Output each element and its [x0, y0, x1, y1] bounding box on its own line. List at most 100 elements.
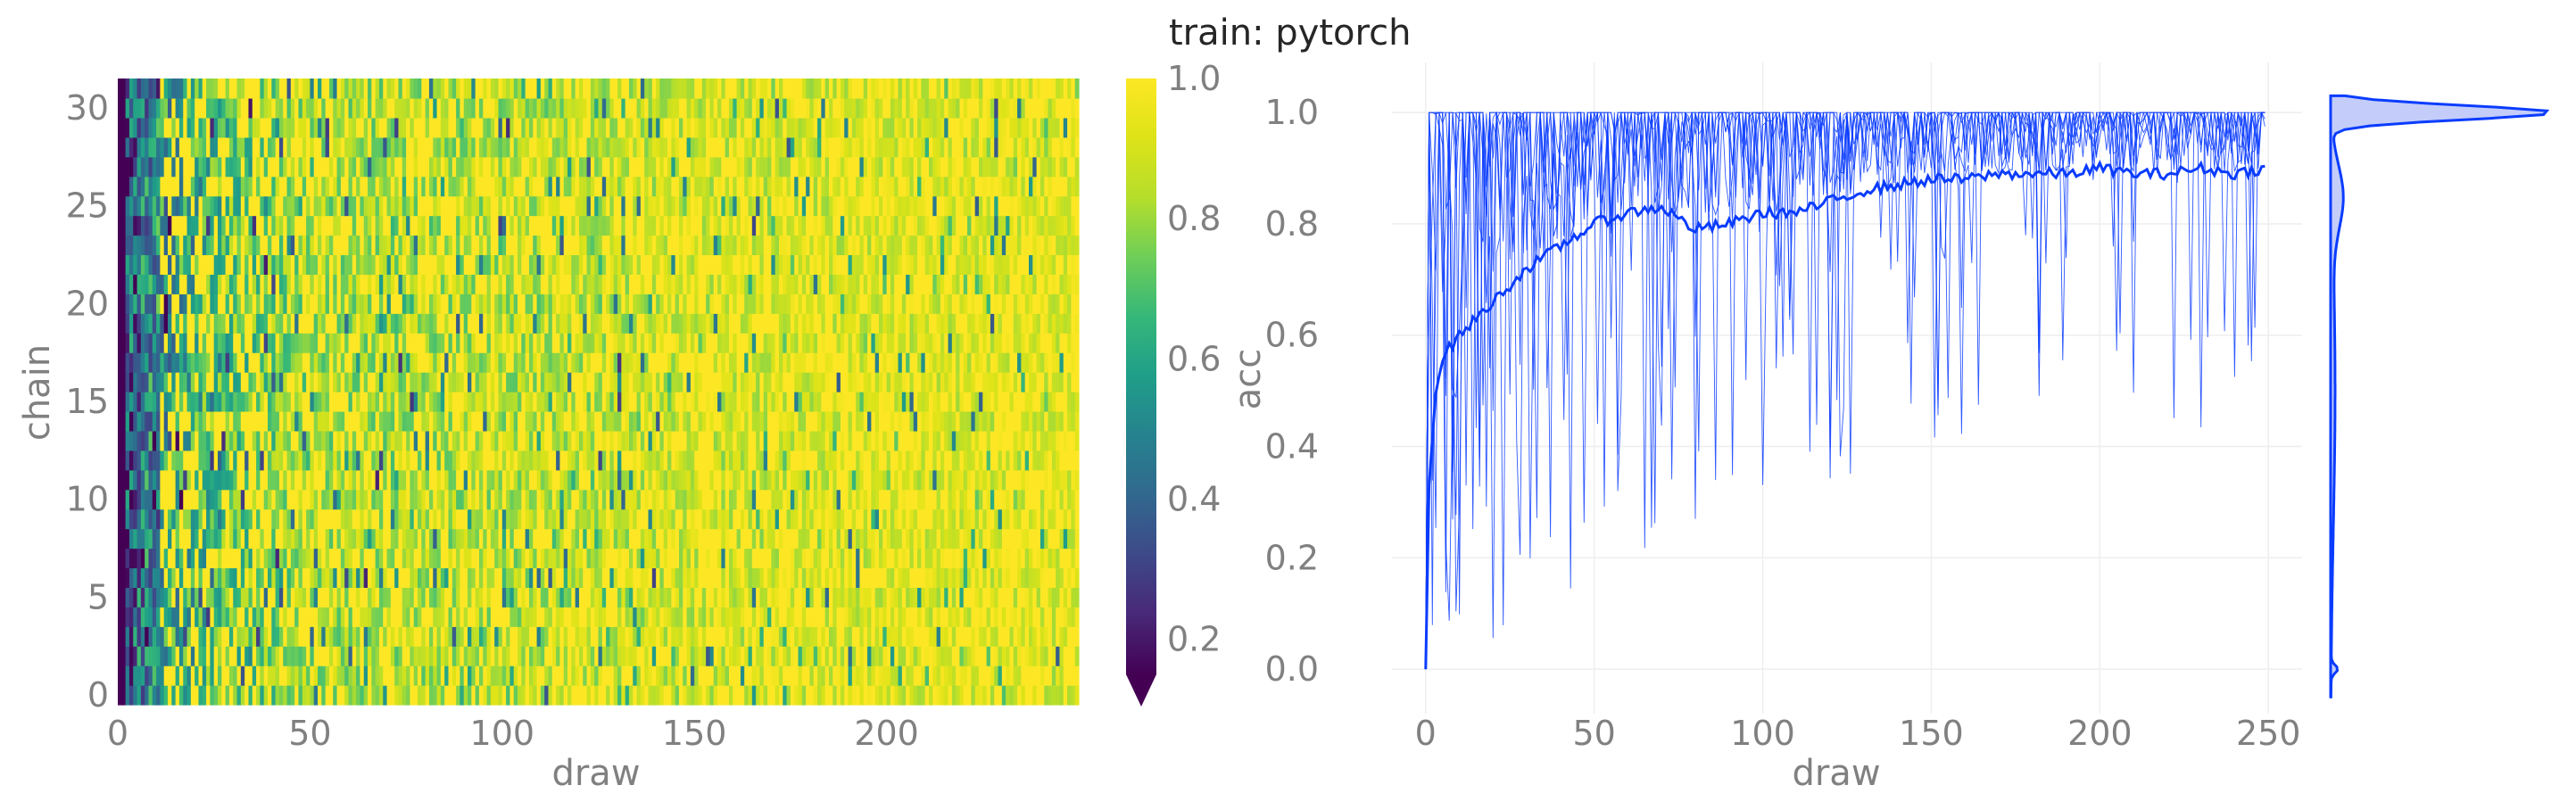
heatmap-cell: [533, 313, 538, 334]
heatmap-cell: [356, 469, 361, 491]
heatmap-cell: [917, 372, 922, 393]
heatmap-cell: [778, 607, 783, 627]
heatmap-cell: [163, 607, 169, 627]
heatmap-cell: [982, 587, 988, 608]
heatmap-cell: [356, 313, 361, 334]
heatmap-cell: [352, 528, 357, 550]
heatmap-cell: [736, 685, 741, 706]
heatmap-cell: [890, 587, 895, 608]
heatmap-cell: [525, 528, 530, 550]
heatmap-cell: [763, 626, 768, 647]
heatmap-cell: [851, 528, 857, 550]
heatmap-cell: [909, 410, 915, 432]
heatmap-cell: [548, 626, 553, 647]
heatmap-cell: [874, 548, 880, 569]
heatmap-cell: [233, 489, 238, 510]
heatmap-cell: [118, 450, 122, 471]
heatmap-cell: [163, 665, 169, 686]
heatmap-cell: [783, 430, 788, 451]
heatmap-cell: [590, 607, 595, 627]
heatmap-cell: [383, 665, 388, 686]
heatmap-cell: [906, 685, 911, 706]
heatmap-cell: [932, 352, 938, 373]
heatmap-cell: [917, 626, 922, 647]
heatmap-cell: [867, 508, 872, 530]
heatmap-cell: [974, 410, 980, 432]
heatmap-cell: [886, 469, 891, 491]
heatmap-cell: [486, 430, 492, 451]
heatmap-cell: [160, 548, 165, 569]
heatmap-cell: [402, 607, 407, 627]
heatmap-cell: [948, 372, 953, 393]
heatmap-cell: [128, 372, 134, 393]
heatmap-cell: [882, 313, 888, 334]
heatmap-cell: [783, 313, 788, 334]
heatmap-cell: [774, 450, 780, 471]
heatmap-cell: [444, 508, 450, 530]
heatmap-cell: [1009, 489, 1015, 510]
heatmap-cell: [633, 450, 638, 471]
heatmap-cell: [974, 450, 980, 471]
heatmap-cell: [478, 392, 484, 412]
heatmap-cell: [275, 548, 280, 569]
heatmap-cell: [468, 352, 472, 373]
heatmap-cell: [178, 450, 184, 471]
heatmap-cell: [686, 489, 692, 510]
heatmap-cell: [436, 626, 442, 647]
heatmap-cell: [644, 352, 650, 373]
heatmap-cell: [406, 410, 411, 432]
heatmap-cell: [701, 508, 707, 530]
heatmap-cell: [940, 665, 945, 686]
heatmap-cell: [218, 352, 222, 373]
heatmap-cell: [859, 607, 865, 627]
heatmap-cell: [571, 508, 576, 530]
heatmap-cell: [767, 685, 772, 706]
heatmap-cell: [844, 685, 849, 706]
heatmap-cell: [974, 489, 980, 510]
heatmap-cell: [874, 587, 880, 608]
heatmap-cell: [725, 528, 730, 550]
heatmap-cell: [986, 313, 991, 334]
heatmap-cell: [874, 646, 880, 666]
heatmap-cell: [917, 392, 922, 412]
heatmap-cell: [486, 607, 492, 627]
heatmap-cell: [348, 548, 353, 569]
heatmap-cell: [118, 333, 122, 353]
heatmap-cell: [878, 333, 883, 353]
heatmap-cell: [1013, 646, 1018, 666]
heatmap-cell: [356, 548, 361, 569]
heatmap-cell: [413, 528, 418, 550]
heatmap-cell: [344, 508, 350, 530]
heatmap-cell: [206, 567, 211, 588]
heatmap-cell: [648, 392, 653, 412]
heatmap-cell: [982, 665, 988, 686]
heatmap-cell: [513, 489, 518, 510]
heatmap-cell: [986, 528, 991, 550]
heatmap-cell: [371, 450, 377, 471]
heatmap-cell: [963, 665, 968, 686]
heatmap-cell: [801, 567, 807, 588]
heatmap-cell: [1059, 352, 1064, 373]
heatmap-cell: [318, 607, 322, 627]
heatmap-cell: [728, 430, 733, 451]
heatmap-cell: [356, 430, 361, 451]
heatmap-cell: [213, 528, 219, 550]
heatmap-cell: [901, 626, 907, 647]
heatmap-cell: [967, 685, 972, 706]
heatmap-cell: [832, 685, 838, 706]
heatmap-cell: [475, 508, 480, 530]
heatmap-cell: [636, 567, 642, 588]
heatmap-cell: [363, 626, 369, 647]
heatmap-cell: [163, 450, 169, 471]
heatmap-cell: [978, 430, 983, 451]
heatmap-cell: [1017, 587, 1022, 608]
heatmap-cell: [206, 587, 211, 608]
heatmap-cell: [736, 410, 741, 432]
heatmap-cell: [1071, 548, 1076, 569]
heatmap-cell: [160, 665, 165, 686]
heatmap-cell: [163, 489, 169, 510]
heatmap-cell: [321, 665, 327, 686]
heatmap-cell: [740, 430, 745, 451]
heatmap-cell: [360, 646, 365, 666]
heatmap-cell: [509, 508, 515, 530]
